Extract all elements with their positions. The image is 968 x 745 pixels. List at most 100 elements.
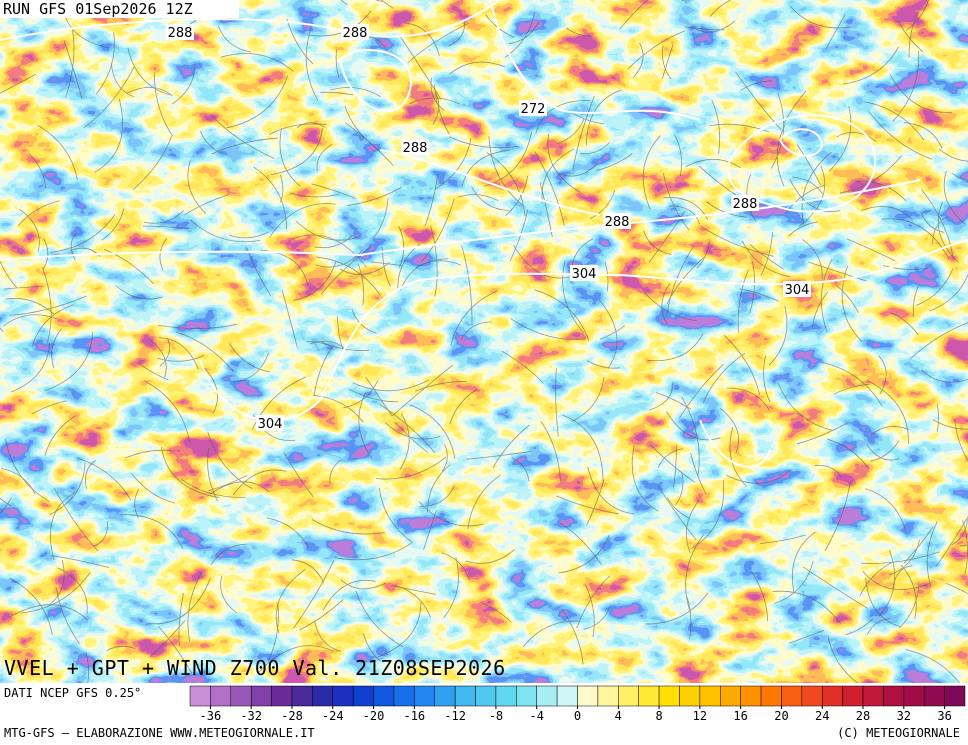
streamline — [339, 261, 391, 275]
contour-label-bg — [603, 213, 631, 229]
source: DATI NCEP GFS 0.25° — [4, 686, 142, 700]
streamline — [279, 128, 301, 187]
streamline — [878, 550, 896, 617]
streamline — [576, 575, 611, 629]
streamline — [161, 447, 220, 499]
streamline — [741, 240, 791, 278]
contour-label: 272 — [521, 102, 546, 117]
streamline — [395, 585, 432, 618]
streamline — [812, 291, 829, 328]
streamline — [398, 226, 405, 268]
streamline — [378, 487, 413, 543]
streamline — [458, 194, 499, 202]
streamline — [866, 379, 909, 445]
streamline — [783, 90, 807, 125]
map-title: VVEL + GPT + WIND Z700 Val. 21Z08SEP2026 — [4, 656, 506, 680]
streamline — [789, 629, 825, 644]
colorbar-swatch — [699, 685, 721, 707]
streamline — [675, 472, 684, 506]
streamline — [19, 209, 40, 252]
streamline — [749, 261, 755, 314]
colorbar-tick-label: 0 — [574, 709, 581, 723]
streamline — [760, 231, 774, 276]
streamline — [31, 400, 67, 415]
streamline — [443, 557, 459, 618]
streamline — [101, 208, 125, 241]
streamline — [866, 618, 891, 635]
streamline — [642, 135, 661, 210]
streamline — [937, 202, 959, 263]
streamline — [846, 238, 895, 262]
streamline — [433, 84, 450, 135]
streamline — [334, 542, 412, 561]
colorbar-swatch — [536, 685, 558, 707]
colorbar-tick-label: -8 — [489, 709, 503, 723]
streamline — [363, 633, 381, 662]
streamline — [267, 602, 279, 661]
colorbar-swatch — [250, 685, 272, 707]
streamline — [142, 225, 190, 229]
streamline — [586, 360, 621, 369]
colorbar-swatch — [210, 685, 232, 707]
streamline — [229, 343, 270, 373]
colorbar-tick-label: -4 — [529, 709, 543, 723]
streamline — [9, 295, 87, 316]
colorbar-swatch — [393, 685, 415, 707]
streamline — [649, 444, 696, 483]
streamline — [936, 404, 939, 433]
colorbar-swatch — [597, 685, 619, 707]
streamline — [1, 467, 36, 495]
streamline — [391, 585, 436, 595]
streamline — [340, 0, 348, 5]
streamline — [120, 514, 184, 549]
colorbar-swatch — [842, 685, 864, 707]
streamline — [547, 133, 581, 193]
streamline — [814, 464, 842, 478]
streamline — [889, 312, 919, 336]
streamline — [932, 419, 968, 430]
streamline — [768, 306, 788, 366]
streamline — [320, 91, 354, 96]
streamline — [662, 173, 690, 231]
streamline — [648, 210, 686, 263]
colorbar-tick-label: 16 — [733, 709, 747, 723]
streamline — [70, 232, 77, 260]
contour-label-bg — [519, 100, 547, 116]
contour-label-bg — [341, 24, 369, 40]
streamline — [802, 239, 823, 280]
colorbar-tick-label: -16 — [403, 709, 425, 723]
streamline — [709, 0, 732, 17]
streamline — [208, 475, 247, 492]
streamline — [127, 47, 170, 96]
streamline — [0, 73, 37, 94]
streamline — [723, 335, 760, 395]
streamline — [220, 575, 238, 614]
streamline — [377, 602, 422, 658]
streamline — [432, 92, 440, 125]
streamline — [315, 250, 363, 268]
streamline — [0, 327, 4, 333]
streamline — [685, 499, 700, 554]
streamline — [159, 337, 171, 367]
streamline — [557, 118, 585, 144]
streamline — [286, 18, 314, 65]
streamline — [488, 136, 524, 206]
streamline — [540, 421, 561, 482]
streamline — [269, 203, 336, 238]
streamline — [352, 379, 429, 392]
streamline — [726, 387, 770, 411]
contour-label: 304 — [258, 417, 283, 432]
streamline — [144, 380, 190, 443]
streamline — [290, 234, 367, 268]
streamline — [441, 552, 470, 581]
streamline — [345, 122, 394, 167]
streamline — [661, 282, 671, 324]
streamline — [316, 144, 333, 172]
streamline — [415, 381, 467, 392]
contour — [379, 149, 601, 216]
streamline — [921, 189, 954, 259]
streamline — [253, 166, 287, 230]
streamline — [534, 151, 565, 226]
streamline — [398, 34, 442, 100]
streamline — [207, 431, 253, 489]
